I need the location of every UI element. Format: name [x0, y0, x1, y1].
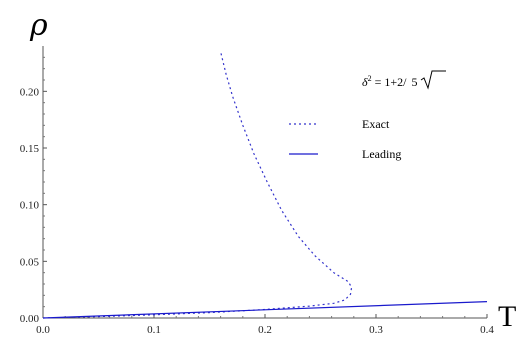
x-tick-label: 0.2 [258, 324, 272, 336]
y-tick-label: 0.05 [20, 256, 40, 268]
x-tick-label: 0.3 [369, 324, 383, 336]
x-tick-label: 0.4 [480, 324, 494, 336]
y-tick-label: 0.10 [20, 200, 40, 212]
legend-title-body: = 1+2/ [372, 75, 408, 89]
legend-label-exact: Exact [362, 117, 390, 131]
x-tick-label: 0.1 [147, 324, 161, 336]
legend-title-delta: δ [362, 75, 368, 89]
plot-area: 0.0 0.1 0.2 0.3 0.4 0.00 0.05 0.10 0.15 0.20 [20, 46, 494, 336]
legend-title-sup: 2 [368, 74, 372, 83]
x-axis-title: T [498, 300, 516, 333]
series-line-exact [42, 51, 353, 319]
series-line-leading [42, 301, 488, 319]
y-tick-label: 0.15 [20, 143, 40, 155]
legend-title-radicand: 5 [411, 75, 417, 89]
y-tick-label: 0.20 [20, 86, 40, 98]
legend-title: δ2 = 1+2/5 [362, 74, 417, 89]
x-tick-label: 0.0 [36, 324, 50, 336]
y-axis-title: ρ [29, 8, 48, 43]
series-layer [42, 51, 488, 319]
legend-label-leading: Leading [362, 147, 401, 161]
legend: δ2 = 1+2/5 Exact Leading [289, 70, 446, 161]
axis-ticks: 0.0 0.1 0.2 0.3 0.4 0.00 0.05 0.10 0.15 0.20 [20, 56, 494, 336]
y-tick-label: 0.00 [20, 313, 40, 325]
legend-sqrt-sign [420, 70, 446, 90]
